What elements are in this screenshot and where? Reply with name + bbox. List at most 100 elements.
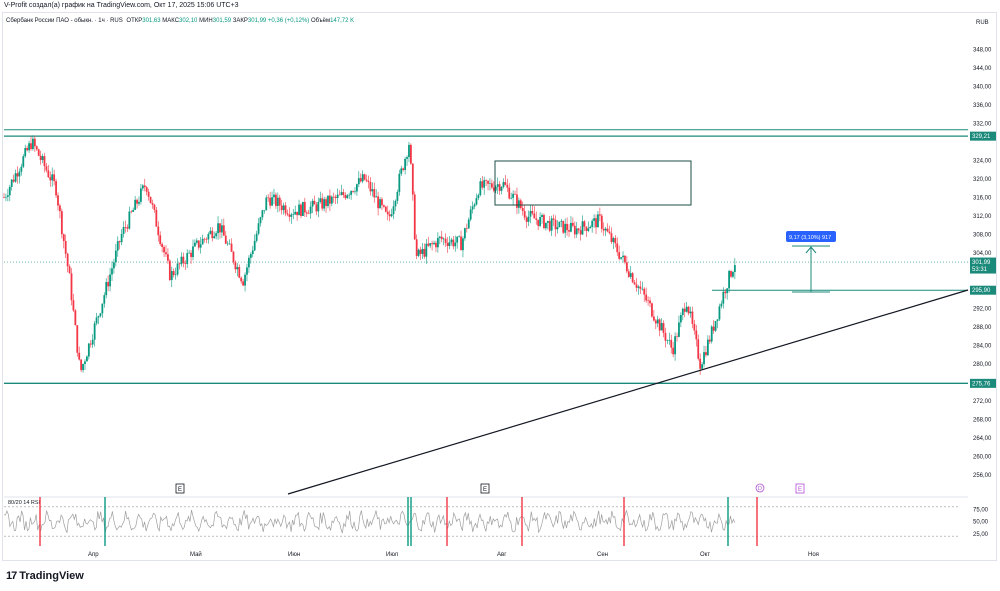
candle-body bbox=[583, 221, 586, 227]
candle-body bbox=[419, 249, 422, 254]
candle-body bbox=[670, 339, 673, 348]
candle-body bbox=[84, 361, 86, 364]
candle-body bbox=[600, 215, 603, 229]
candle-body bbox=[668, 339, 671, 341]
symbol-label[interactable]: Сбербанк России ПАО - обыкн. · 1ч · RUS bbox=[6, 18, 123, 24]
candle-body bbox=[170, 271, 173, 281]
tradingview-logo-icon: 17 bbox=[6, 570, 17, 582]
candle-body bbox=[93, 323, 96, 340]
time-axis-label: Апр bbox=[88, 552, 99, 558]
candle-body bbox=[313, 200, 316, 205]
candle-body bbox=[280, 205, 283, 211]
candle-body bbox=[454, 242, 457, 247]
candle-body bbox=[575, 228, 578, 235]
candle-body bbox=[78, 352, 81, 360]
price-tick: 256,00 bbox=[973, 473, 992, 479]
candle-body bbox=[652, 316, 655, 321]
candle-body bbox=[535, 218, 538, 220]
candle-body bbox=[647, 300, 649, 302]
candle-body bbox=[683, 308, 686, 312]
candle-body bbox=[309, 206, 312, 214]
candle-body bbox=[363, 174, 366, 180]
candle-body bbox=[573, 225, 576, 235]
price-tick: 264,00 bbox=[973, 436, 992, 442]
candle-body bbox=[544, 222, 547, 229]
candle-body bbox=[382, 205, 385, 207]
candle-body bbox=[701, 364, 703, 369]
candle-body bbox=[629, 273, 632, 277]
rsi-tick: 50,00 bbox=[973, 520, 989, 526]
candle-body bbox=[114, 250, 117, 263]
candle-body bbox=[579, 230, 582, 235]
candle-body bbox=[217, 223, 219, 234]
candle-body bbox=[479, 181, 482, 196]
candle-body bbox=[697, 339, 700, 359]
candle-body bbox=[465, 228, 468, 229]
candle-body bbox=[706, 339, 709, 356]
measure-label: 9,17 (3,10%) 917 bbox=[789, 235, 831, 241]
candle-body bbox=[384, 206, 387, 212]
candle-body bbox=[307, 213, 310, 215]
candles bbox=[3, 135, 736, 375]
candle-body bbox=[296, 211, 299, 216]
price-tick: 308,00 bbox=[973, 232, 992, 238]
price-tick: 288,00 bbox=[973, 325, 992, 331]
drawings[interactable]: 9,17 (3,10%) 917 E E E D bbox=[175, 160, 969, 495]
candle-body bbox=[41, 156, 44, 160]
candle-body bbox=[336, 194, 339, 199]
candle-body bbox=[203, 238, 206, 240]
candle-body bbox=[346, 195, 349, 199]
candle-body bbox=[429, 243, 432, 246]
candle-body bbox=[625, 262, 628, 272]
candle-body bbox=[627, 271, 630, 277]
candle-body bbox=[302, 202, 304, 217]
candle-body bbox=[136, 199, 138, 204]
tradingview-brand[interactable]: 17 TradingView bbox=[6, 570, 84, 582]
candle-body bbox=[487, 180, 489, 184]
candle-body bbox=[292, 214, 295, 215]
candle-body bbox=[64, 241, 67, 254]
earnings-marker-1-label: E bbox=[178, 487, 182, 493]
time-axis-label: Май bbox=[190, 551, 202, 558]
candle-body bbox=[361, 174, 364, 182]
candle-body bbox=[209, 230, 212, 234]
candle-body bbox=[527, 216, 530, 222]
candle-body bbox=[188, 252, 191, 254]
close-label: ЗАКР bbox=[232, 18, 248, 24]
candle-body bbox=[80, 359, 83, 371]
candle-body bbox=[492, 187, 495, 191]
candle-body bbox=[512, 193, 515, 198]
earnings-marker-2 bbox=[480, 483, 490, 494]
candle-body bbox=[436, 237, 439, 248]
candle-body bbox=[359, 178, 362, 182]
candle-body bbox=[24, 148, 27, 157]
candle-body bbox=[161, 244, 164, 247]
dividend-marker-label: D bbox=[758, 486, 762, 492]
candle-body bbox=[182, 256, 185, 264]
candle-body bbox=[637, 286, 640, 288]
price-badge bbox=[970, 257, 996, 274]
candle-body bbox=[548, 220, 551, 231]
candle-body bbox=[502, 182, 505, 188]
candle-body bbox=[593, 218, 595, 221]
candle-body bbox=[35, 146, 38, 150]
candle-body bbox=[303, 202, 306, 213]
candle-body bbox=[267, 197, 270, 199]
candle-body bbox=[373, 189, 376, 198]
candle-body bbox=[222, 225, 225, 236]
candle-body bbox=[421, 248, 424, 254]
candle-body bbox=[244, 274, 246, 286]
candle-body bbox=[55, 181, 57, 196]
candle-body bbox=[354, 191, 356, 193]
candle-body bbox=[70, 273, 73, 301]
candle-body bbox=[57, 195, 59, 206]
candle-body bbox=[427, 243, 430, 246]
candle-body bbox=[18, 171, 21, 177]
brand-name: TradingView bbox=[19, 570, 84, 582]
candle-body bbox=[577, 228, 580, 231]
candle-body bbox=[141, 185, 144, 189]
candle-body bbox=[456, 236, 459, 243]
candle-body bbox=[546, 220, 549, 223]
candle-body bbox=[645, 294, 648, 301]
